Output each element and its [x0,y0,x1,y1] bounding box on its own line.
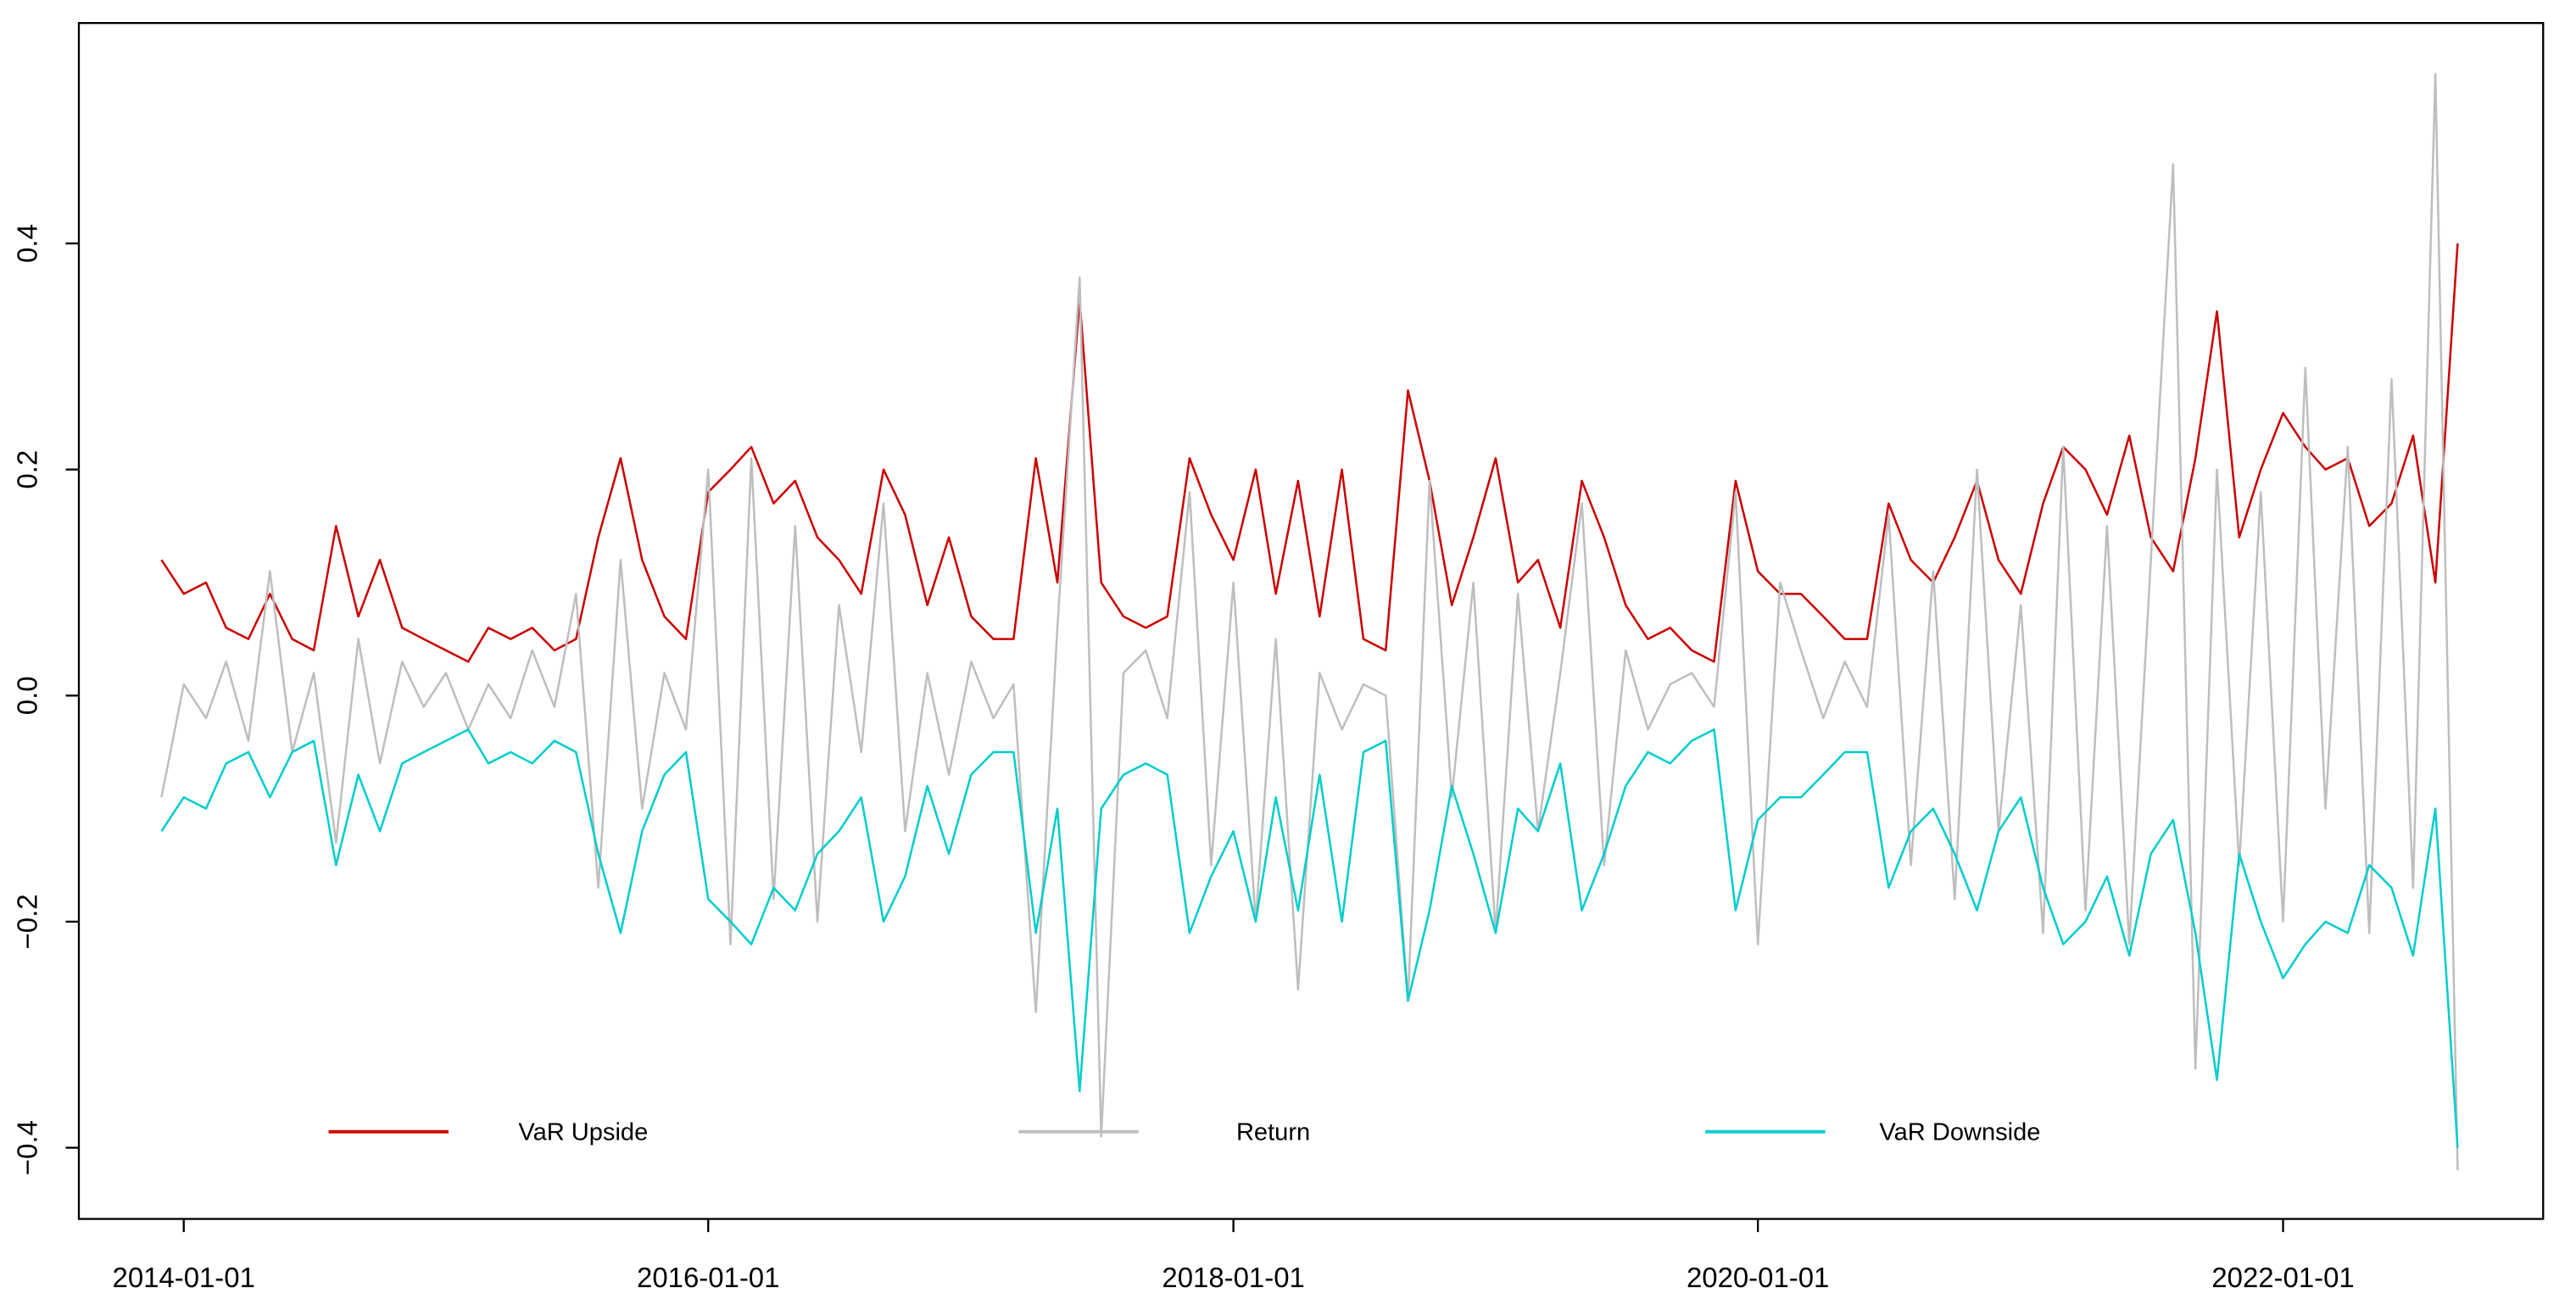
x-tick-label: 2020-01-01 [1687,1262,1829,1293]
x-tick-label: 2016-01-01 [637,1262,779,1293]
series-line [160,243,2459,663]
y-tick-label: −0.2 [12,894,43,949]
y-tick-label: 0.4 [12,224,43,263]
y-tick-label: 0.0 [12,676,43,715]
series-line [160,72,2459,1171]
series-line [160,728,2459,1148]
x-tick-label: 2018-01-01 [1162,1262,1304,1293]
x-tick-label: 2014-01-01 [113,1262,255,1293]
legend-label: VaR Downside [1879,1118,2040,1146]
legend-label: VaR Upside [518,1118,648,1146]
y-tick-label: −0.4 [12,1120,43,1175]
plot-box [77,21,2545,1220]
legend-label: Return [1236,1118,1310,1146]
x-tick-label: 2022-01-01 [2211,1262,2354,1293]
y-tick-label: 0.2 [12,450,43,489]
legend: VaR Upside Return VaR Downside [328,1118,2040,1146]
